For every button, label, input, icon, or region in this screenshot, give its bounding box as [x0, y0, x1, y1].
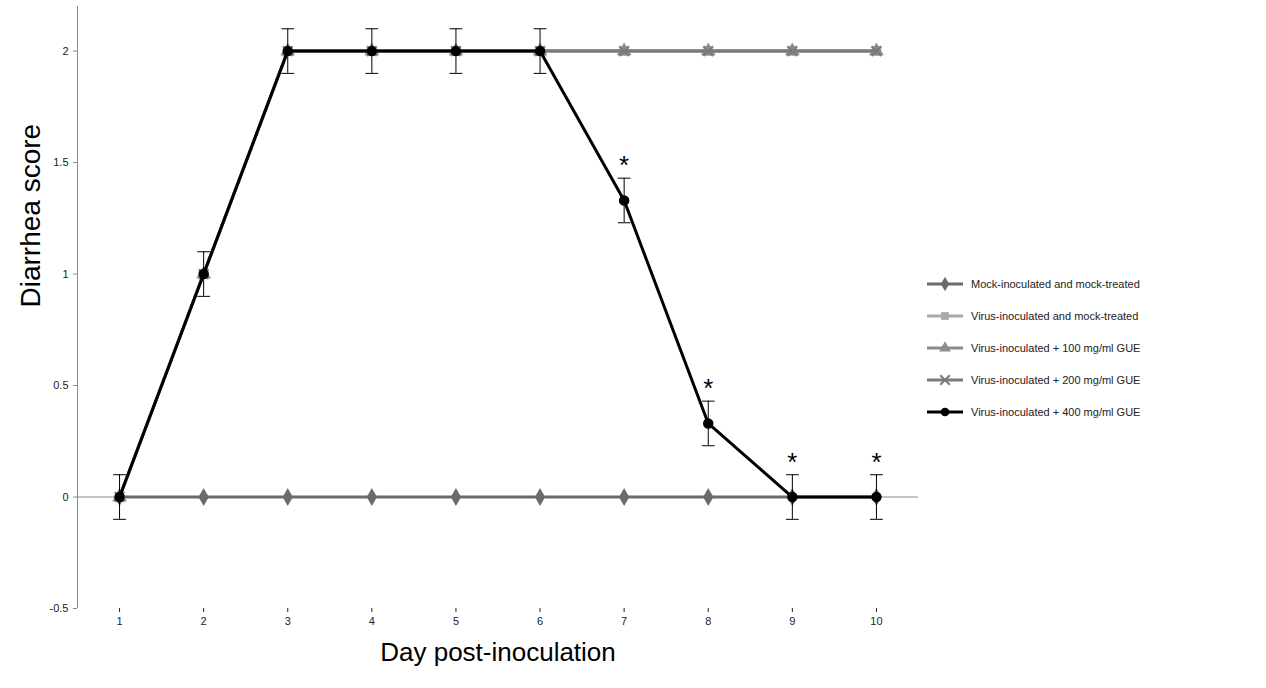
svg-text:8: 8 [705, 615, 711, 627]
svg-text:1.5: 1.5 [53, 156, 68, 168]
html-text:Virus-inoculated + 400 mg/ml G: Virus-inoculated + 400 mg/ml GUE [971, 406, 1141, 418]
svg-text:5: 5 [453, 615, 459, 627]
svg-text:0.5: 0.5 [53, 379, 68, 391]
html-text:Virus-inoculated and mock-trea: Virus-inoculated and mock-treated [971, 310, 1139, 322]
svg-text:2: 2 [62, 45, 68, 57]
html-text:Virus-inoculated + 200 mg/ml G: Virus-inoculated + 200 mg/ml GUE [971, 374, 1141, 386]
svg-text:1: 1 [116, 615, 122, 627]
svg-text:1: 1 [62, 268, 68, 280]
svg-text:Day post-inoculation: Day post-inoculation [380, 637, 616, 667]
svg-text:2: 2 [201, 615, 207, 627]
svg-text:*: * [787, 447, 797, 477]
svg-text:0: 0 [62, 491, 68, 503]
svg-text:10: 10 [870, 615, 882, 627]
html-text:Mock-inoculated and mock-treat: Mock-inoculated and mock-treated [971, 278, 1140, 290]
svg-text:4: 4 [369, 615, 375, 627]
svg-text:*: * [871, 447, 881, 477]
svg-text:3: 3 [285, 615, 291, 627]
svg-text:Diarrhea score: Diarrhea score [15, 124, 46, 308]
svg-text:9: 9 [789, 615, 795, 627]
svg-text:*: * [703, 373, 713, 403]
html-text:Virus-inoculated + 100 mg/ml G: Virus-inoculated + 100 mg/ml GUE [971, 342, 1141, 354]
svg-text:*: * [619, 150, 629, 180]
svg-text:6: 6 [537, 615, 543, 627]
svg-text:7: 7 [621, 615, 627, 627]
svg-text:-0.5: -0.5 [50, 602, 69, 614]
